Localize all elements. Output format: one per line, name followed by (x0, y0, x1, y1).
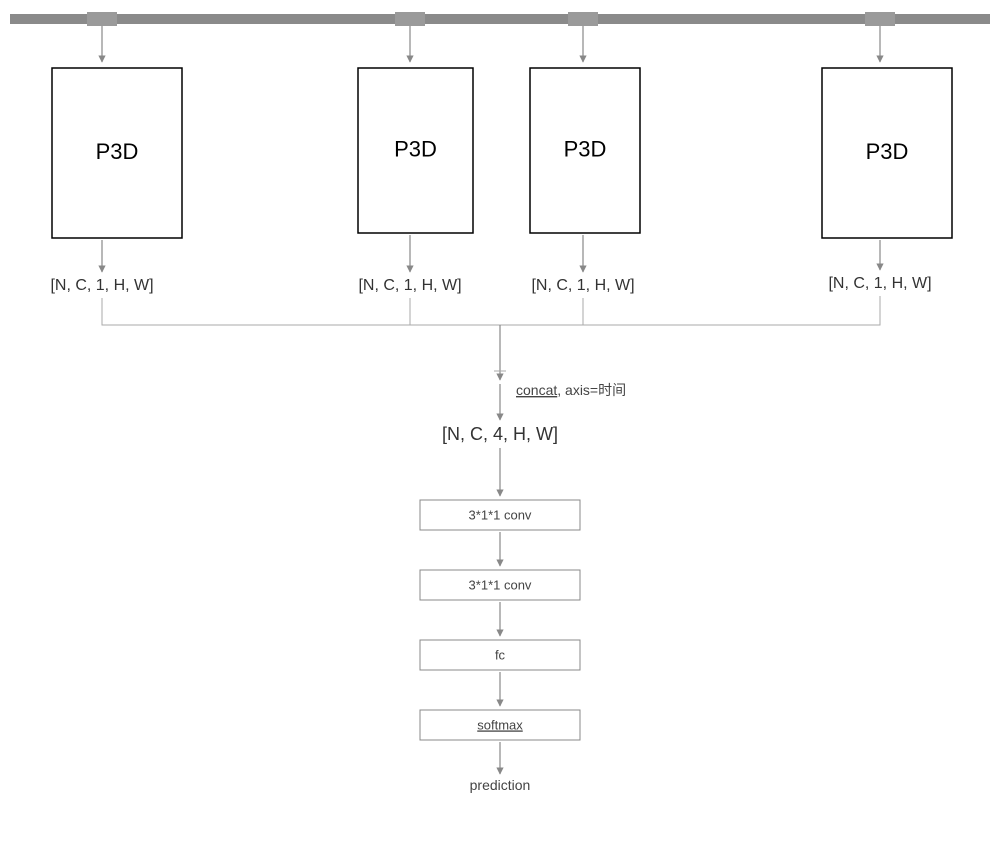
branch-shape-label: [N, C, 1, H, W] (358, 277, 461, 294)
timeline-tick (87, 12, 117, 26)
timeline-bar (10, 14, 990, 24)
branch-merge-line (410, 298, 500, 325)
concat-shape-label: [N, C, 4, H, W] (442, 424, 558, 444)
branch-shape-label: [N, C, 1, H, W] (531, 277, 634, 294)
branch-shape-label: [N, C, 1, H, W] (50, 277, 153, 294)
timeline-tick (865, 12, 895, 26)
stack-box-label: 3*1*1 conv (469, 577, 532, 592)
branch-merge-line (500, 298, 583, 325)
p3d-label: P3D (394, 136, 437, 161)
concat-annotation: concat, axis=时间 (516, 382, 626, 398)
p3d-label: P3D (564, 136, 607, 161)
timeline-tick (568, 12, 598, 26)
stack-box-label: softmax (477, 717, 523, 732)
branch-shape-label: [N, C, 1, H, W] (828, 275, 931, 292)
p3d-label: P3D (96, 139, 139, 164)
stack-box-label: fc (495, 647, 506, 662)
p3d-label: P3D (866, 139, 909, 164)
branch-merge-line (102, 298, 500, 325)
timeline-tick (395, 12, 425, 26)
branch-merge-line (500, 296, 880, 325)
prediction-label: prediction (470, 777, 531, 793)
stack-box-label: 3*1*1 conv (469, 507, 532, 522)
